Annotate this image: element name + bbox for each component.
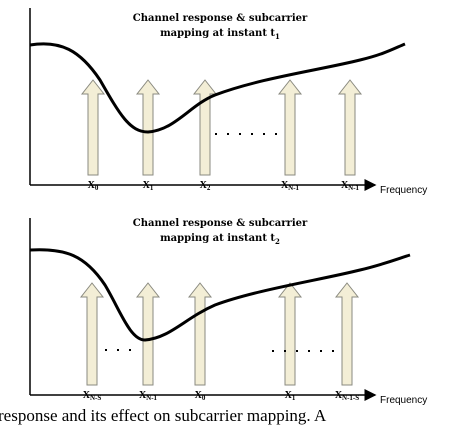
subcarrier-label: X0 xyxy=(88,180,99,192)
dot xyxy=(284,350,286,352)
label-base: X xyxy=(285,390,293,401)
arrow xyxy=(187,282,213,386)
dot xyxy=(105,349,107,351)
panel: Channel response & subcarrier mapping at… xyxy=(29,8,427,196)
arrow xyxy=(79,282,105,386)
label-base: X xyxy=(83,390,91,401)
panel: Channel response & subcarrier mapping at… xyxy=(29,218,427,406)
dot xyxy=(332,350,334,352)
dot xyxy=(275,133,277,135)
subcarrier-label: X2 xyxy=(200,180,211,192)
label-sub: N-1 xyxy=(348,184,359,192)
dot xyxy=(320,350,322,352)
dot xyxy=(296,350,298,352)
title: mapping at instant t2 xyxy=(160,233,280,246)
dot xyxy=(215,133,217,135)
label-sub: N-1 xyxy=(288,184,299,192)
label-sub: 0 xyxy=(95,184,99,192)
title: Channel response & subcarrier xyxy=(133,13,308,24)
axis-label: Frequency xyxy=(380,395,427,406)
dot xyxy=(308,350,310,352)
label-base: X xyxy=(139,390,147,401)
arrow xyxy=(135,79,161,176)
arrow xyxy=(337,79,363,176)
dot xyxy=(272,350,274,352)
channel-curve xyxy=(29,248,411,342)
label-sub: 1 xyxy=(292,394,296,402)
title: mapping at instant t1 xyxy=(160,28,280,41)
label-base: X xyxy=(281,180,289,191)
label-base: X xyxy=(143,180,151,191)
arrow xyxy=(334,282,360,386)
dot xyxy=(117,349,119,351)
channel-curve xyxy=(29,42,406,134)
dot xyxy=(239,133,241,135)
label-base: X xyxy=(88,180,96,191)
dot xyxy=(129,349,131,351)
arrow xyxy=(135,282,161,386)
label-sub: 1 xyxy=(150,184,154,192)
subcarrier-label: X1 xyxy=(143,180,154,192)
subcarrier-label: XN-1-S xyxy=(335,390,359,402)
arrow xyxy=(277,79,303,176)
label-sub: N-1-S xyxy=(342,394,359,402)
subcarrier-label: XN-1 xyxy=(281,180,300,192)
axis-label: Frequency xyxy=(380,185,427,196)
label-sub: 2 xyxy=(207,184,211,192)
subcarrier-label: XN-1 xyxy=(341,180,360,192)
arrow xyxy=(277,282,303,386)
arrow xyxy=(192,79,218,176)
label-base: X xyxy=(335,390,343,401)
label-base: X xyxy=(195,390,203,401)
subcarrier-label: X0 xyxy=(195,390,206,402)
label-sub: N-1 xyxy=(146,394,157,402)
label-base: X xyxy=(341,180,349,191)
arrow xyxy=(80,79,106,176)
caption: response and its effect on subcarrier ma… xyxy=(0,406,327,425)
label-sub: N-S xyxy=(90,394,101,402)
label-base: X xyxy=(200,180,208,191)
dot xyxy=(251,133,253,135)
title: Channel response & subcarrier xyxy=(133,218,308,229)
subcarrier-label: XN-1 xyxy=(139,390,158,402)
dot xyxy=(227,133,229,135)
dot xyxy=(263,133,265,135)
subcarrier-label: XN-S xyxy=(83,390,102,402)
subcarrier-label: X1 xyxy=(285,390,296,402)
label-sub: 0 xyxy=(202,394,206,402)
